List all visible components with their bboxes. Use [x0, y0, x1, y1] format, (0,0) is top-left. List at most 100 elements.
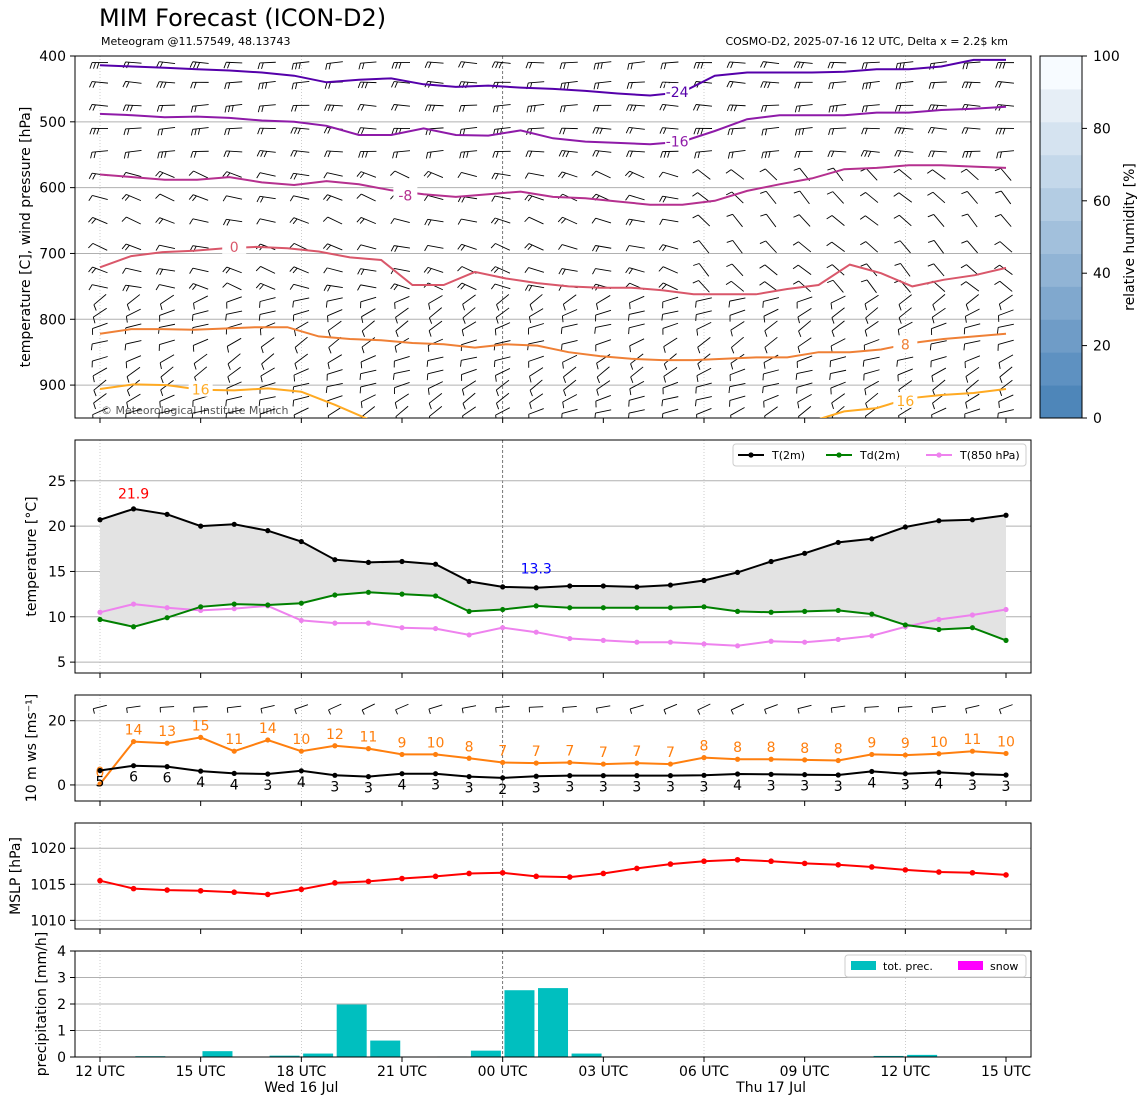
wind-barb: [259, 322, 276, 336]
wind-barb: [797, 307, 812, 324]
data-point: [432, 625, 439, 632]
wind-barb-feather: [263, 151, 268, 158]
wind-barb-staff: [361, 406, 376, 417]
wind-barb-feather: [125, 316, 128, 323]
wind-barb-staff: [629, 267, 645, 273]
wind-value-label: 8: [834, 742, 843, 758]
wind-barb-feather: [121, 243, 127, 250]
surface-wind-barb: [495, 705, 510, 713]
wind-barb-feather: [932, 82, 935, 89]
wind-barb-staff: [663, 282, 678, 291]
wind-barb-staff: [1000, 190, 1012, 205]
wind-barb-feather: [899, 82, 902, 90]
wind-barb: [460, 356, 478, 367]
wind-value-label: 3: [565, 780, 574, 796]
wind-barb-staff: [360, 217, 376, 225]
wind-barb: [759, 240, 777, 254]
wind-barb: [227, 366, 241, 383]
wind-barb-feather: [762, 386, 764, 394]
wind-barb-feather: [394, 346, 397, 353]
wind-barb-feather: [426, 360, 429, 367]
wind-barb-feather: [965, 402, 968, 409]
wind-barb: [763, 354, 779, 369]
wind-barb-feather: [928, 104, 932, 111]
wind-barb-staff: [898, 192, 913, 203]
wind-barb: [997, 339, 1014, 351]
wind-barb-feather: [331, 105, 335, 112]
wind-barb-feather: [965, 708, 968, 714]
wind-barb-staff: [930, 61, 947, 64]
wind-barb-feather: [125, 285, 130, 292]
wind-barb-staff: [998, 394, 1014, 402]
wind-barb-staff: [93, 393, 107, 404]
wind-barb-feather: [663, 62, 667, 70]
wind-barb-feather: [193, 82, 197, 89]
wind-barb-feather: [793, 167, 800, 171]
wind-barb-staff: [898, 406, 913, 416]
wind-barb-feather: [797, 151, 801, 158]
wind-barb-feather: [629, 345, 631, 353]
wind-barb-staff: [427, 218, 444, 223]
wind-barb-staff: [193, 353, 208, 364]
wind-barb: [830, 295, 846, 310]
wind-value-label: 5: [96, 774, 105, 790]
wind-barb-feather: [663, 81, 667, 89]
wind-barb: [626, 104, 645, 112]
wind-barb: [490, 217, 511, 225]
wind-barb: [861, 61, 880, 70]
wind-barb-staff: [125, 267, 142, 273]
wind-barb: [256, 195, 276, 203]
wind-barb-staff: [628, 150, 645, 153]
wind-barb-staff: [125, 243, 142, 251]
wind-barb-staff: [563, 294, 577, 305]
wind-barb-feather: [826, 215, 833, 220]
wind-barb-feather: [155, 217, 160, 223]
wind-barb: [796, 382, 813, 394]
wind-barb-staff: [461, 368, 477, 375]
wind-barb-staff: [662, 244, 679, 250]
wind-barb: [323, 172, 343, 179]
wind-barb-feather: [231, 105, 234, 112]
wind-barb-feather: [223, 150, 227, 158]
wind-barb: [462, 294, 476, 311]
wind-barb-feather: [427, 219, 432, 226]
wind-barb-feather: [801, 128, 805, 135]
wind-value-label: 4: [297, 775, 306, 791]
wind-barb-staff: [326, 284, 343, 289]
wind-barb-feather: [999, 128, 1002, 135]
surface-wind-barb: [663, 703, 678, 715]
data-point: [567, 635, 573, 642]
wind-barb-staff: [965, 281, 980, 292]
wind-barb-feather: [427, 345, 430, 352]
data-point: [701, 577, 707, 584]
wind-barb: [995, 190, 1012, 205]
wind-barb-feather: [357, 81, 361, 89]
wind-barb: [524, 216, 544, 225]
wind-barb: [461, 380, 477, 396]
wind-barb-feather: [460, 360, 462, 367]
wind-barb-feather: [159, 362, 162, 370]
data-point: [634, 865, 640, 872]
wind-barb: [625, 194, 645, 201]
y-tick-label: 2: [57, 997, 66, 1013]
wind-barb-feather: [927, 263, 934, 267]
wind-barb: [559, 104, 578, 113]
wind-barb: [627, 61, 645, 70]
colorbar-tick-label: 80: [1093, 121, 1111, 137]
data-point: [634, 584, 640, 590]
wind-barb-staff: [393, 81, 411, 84]
wind-barb-staff: [125, 80, 142, 84]
wind-barb: [423, 282, 443, 291]
wind-barb-feather: [323, 127, 328, 134]
wind-barb: [290, 127, 310, 135]
wind-barb-feather: [759, 264, 766, 269]
wind-barb-staff: [729, 383, 746, 388]
wind-barb-staff: [595, 127, 612, 130]
wind-barb: [123, 150, 142, 159]
wind-barb: [525, 61, 545, 69]
wind-barb-feather: [832, 105, 835, 113]
wind-barb-feather: [391, 128, 395, 135]
wind-barb-staff: [427, 80, 444, 84]
wind-barb-feather: [93, 390, 97, 397]
wind-barb-staff: [900, 263, 911, 277]
